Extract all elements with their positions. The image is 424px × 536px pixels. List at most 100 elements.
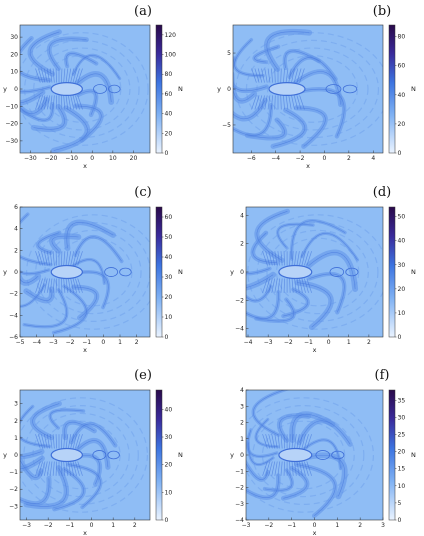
y-tick-label: −4: [9, 312, 18, 319]
colorbar-tick-label: 25: [398, 431, 406, 438]
y-tick-label: −2: [235, 297, 244, 304]
x-tick-label: −1: [304, 339, 313, 346]
x-tick-label: 20: [130, 155, 138, 162]
colorbar-tick-label: 5: [398, 500, 402, 507]
colorbar-tick-label: 30: [165, 434, 173, 441]
y-tick-label: −5: [222, 122, 231, 129]
y-tick-label: 2: [14, 418, 18, 425]
colorbar-tick-label: 20: [165, 130, 173, 137]
colorbar-tick-label: 50: [165, 234, 173, 241]
colorbar-tick-label: 15: [398, 466, 406, 473]
x-tick-label: 0: [323, 155, 327, 162]
x-tick-label: −2: [44, 522, 53, 529]
y-tick-label: 0: [240, 269, 244, 276]
colorbar-tick-label: 80: [398, 34, 406, 41]
panel-label: (b): [373, 4, 391, 19]
colorbar-tick-label: 0: [398, 517, 402, 524]
x-axis-label: x: [83, 346, 87, 354]
x-tick-label: −2: [264, 522, 273, 529]
y-tick-label: −20: [5, 121, 18, 128]
x-tick-label: 4: [371, 155, 375, 162]
x-tick-label: 2: [133, 522, 137, 529]
colorbar-label: N: [178, 451, 183, 459]
y-axis-label: y: [230, 451, 234, 459]
panel-f: −3 −2 −1 0 1 2 3−4−3−2−101234xy(f)051015202530…: [230, 368, 416, 536]
x-tick-label: 0: [327, 339, 331, 346]
colorbar-tick-label: 60: [165, 214, 173, 221]
y-tick-label: 0: [14, 86, 18, 93]
y-axis-label: y: [230, 268, 234, 276]
x-tick-label: −1: [82, 339, 91, 346]
x-tick-label: −5: [16, 339, 25, 346]
y-tick-label: 4: [240, 212, 244, 219]
colorbar-label: N: [411, 451, 416, 459]
colorbar-tick-label: 10: [165, 314, 173, 321]
colorbar-tick-label: 20: [398, 121, 406, 128]
colorbar-tick-label: 0: [398, 150, 402, 157]
x-tick-label: 1: [347, 339, 351, 346]
x-tick-label: −3: [22, 522, 31, 529]
x-tick-label: 10: [109, 155, 117, 162]
x-tick-label: −1: [65, 522, 74, 529]
y-tick-label: 0: [14, 269, 18, 276]
x-tick-label: −2: [66, 339, 75, 346]
y-tick-label: 3: [240, 403, 244, 410]
panel-d: −4 −3 −2 −1 0 1 2 −4 −2 0 2 4 x y (d) 0 10 20 30 40 50 N: [230, 185, 416, 354]
y-tick-label: 4: [240, 387, 244, 394]
colorbar: [155, 206, 163, 338]
colorbar-tick-label: 20: [398, 449, 406, 456]
x-tick-label: 2: [347, 155, 351, 162]
y-tick-label: 3: [14, 401, 18, 408]
y-tick-label: 4: [14, 226, 18, 233]
colorbar-tick-label: 80: [165, 71, 173, 78]
x-tick-label: −10: [65, 155, 78, 162]
y-tick-label: −30: [5, 138, 18, 145]
x-tick-label: −1: [287, 522, 296, 529]
heatmap-pattern: [246, 390, 374, 519]
x-tick-label: 0: [90, 155, 94, 162]
colorbar: [155, 389, 163, 521]
y-tick-label: 1: [240, 436, 244, 443]
y-tick-label: −3: [9, 503, 18, 510]
colorbar-tick-label: 10: [398, 310, 406, 317]
panel-c: −5 −4 −3 −2 −1 0 1 2 −6 −4 −2 0 2 4 6 x y (c) 0 10 20 30 40 50 6…: [3, 185, 183, 354]
y-axis-label: y: [3, 451, 7, 459]
x-axis-label: x: [306, 162, 310, 170]
panel-label: (c): [134, 185, 151, 200]
panel-label: (d): [373, 185, 391, 200]
colorbar-tick-label: 40: [165, 111, 173, 118]
y-tick-label: −1: [235, 468, 244, 475]
y-tick-label: 1: [14, 435, 18, 442]
x-tick-label: −20: [45, 155, 58, 162]
x-axis-label: x: [313, 346, 317, 354]
panel-label: (a): [134, 4, 152, 19]
panel-a: −30 −20 −10 0 10 20 −30 −20 −10 0 10 20 30 x y (a) 0 20 40…: [3, 4, 183, 170]
x-tick-label: −3: [264, 339, 273, 346]
x-axis-label: x: [313, 529, 317, 536]
heatmap-pattern: [233, 28, 383, 149]
colorbar: [155, 24, 163, 154]
y-tick-label: 30: [10, 34, 18, 41]
x-axis-label: x: [83, 529, 87, 536]
y-tick-label: 10: [10, 69, 18, 76]
panel-label: (e): [134, 368, 152, 383]
x-tick-label: 0: [101, 339, 105, 346]
colorbar-tick-label: 40: [398, 238, 406, 245]
y-tick-label: 20: [10, 51, 18, 58]
colorbar: [388, 389, 396, 521]
panel-label: (f): [375, 368, 390, 383]
colorbar-tick-label: 0: [165, 517, 169, 524]
y-axis-label: y: [3, 85, 7, 93]
colorbar-tick-label: 0: [398, 334, 402, 341]
x-tick-label: −2: [296, 155, 305, 162]
y-tick-label: −2: [9, 486, 18, 493]
y-axis-label: y: [217, 85, 221, 93]
colorbar-tick-label: 30: [165, 274, 173, 281]
heatmap-pattern: [20, 212, 150, 335]
heatmap-pattern: [246, 208, 383, 330]
x-tick-label: 0: [90, 522, 94, 529]
y-tick-label: 6: [14, 204, 18, 211]
colorbar-tick-label: 100: [165, 52, 177, 59]
colorbar-label: N: [411, 268, 416, 276]
